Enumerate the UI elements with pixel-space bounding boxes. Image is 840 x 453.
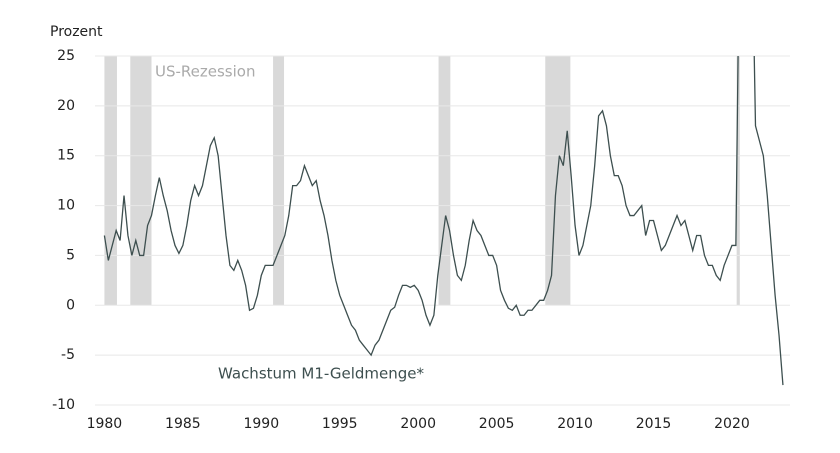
y-tick-label: -10 — [52, 397, 75, 413]
y-tick-label: 10 — [57, 198, 75, 214]
recession-band — [104, 56, 117, 306]
recession-band — [545, 56, 571, 306]
plot-area — [103, 56, 784, 386]
x-tick-label: 1985 — [165, 416, 201, 432]
y-tick-label: 25 — [57, 48, 75, 64]
x-tick-label: 1980 — [87, 416, 123, 432]
recession-band — [130, 56, 152, 306]
y-tick-label: 0 — [66, 297, 75, 313]
recession-band — [438, 56, 451, 306]
x-tick-label: 2005 — [479, 416, 515, 432]
x-tick-label: 1995 — [322, 416, 358, 432]
y-tick-label: 5 — [66, 247, 75, 263]
y-tick-label: -5 — [61, 347, 75, 363]
x-tick-label: 2020 — [714, 416, 750, 432]
recession-annotation: US-Rezession — [155, 63, 255, 81]
x-tick-label: 2010 — [557, 416, 593, 432]
y-tick-label: 20 — [57, 98, 75, 114]
recession-band — [273, 56, 285, 306]
series-annotation: Wachstum M1-Geldmenge* — [218, 365, 424, 383]
data-line — [103, 56, 784, 386]
x-tick-label: 2015 — [636, 416, 672, 432]
x-tick-label: 1990 — [243, 416, 279, 432]
recession-band — [736, 56, 740, 306]
y-tick-label: 15 — [57, 148, 75, 164]
y-axis-label: Prozent — [50, 24, 103, 40]
x-tick-label: 2000 — [400, 416, 436, 432]
